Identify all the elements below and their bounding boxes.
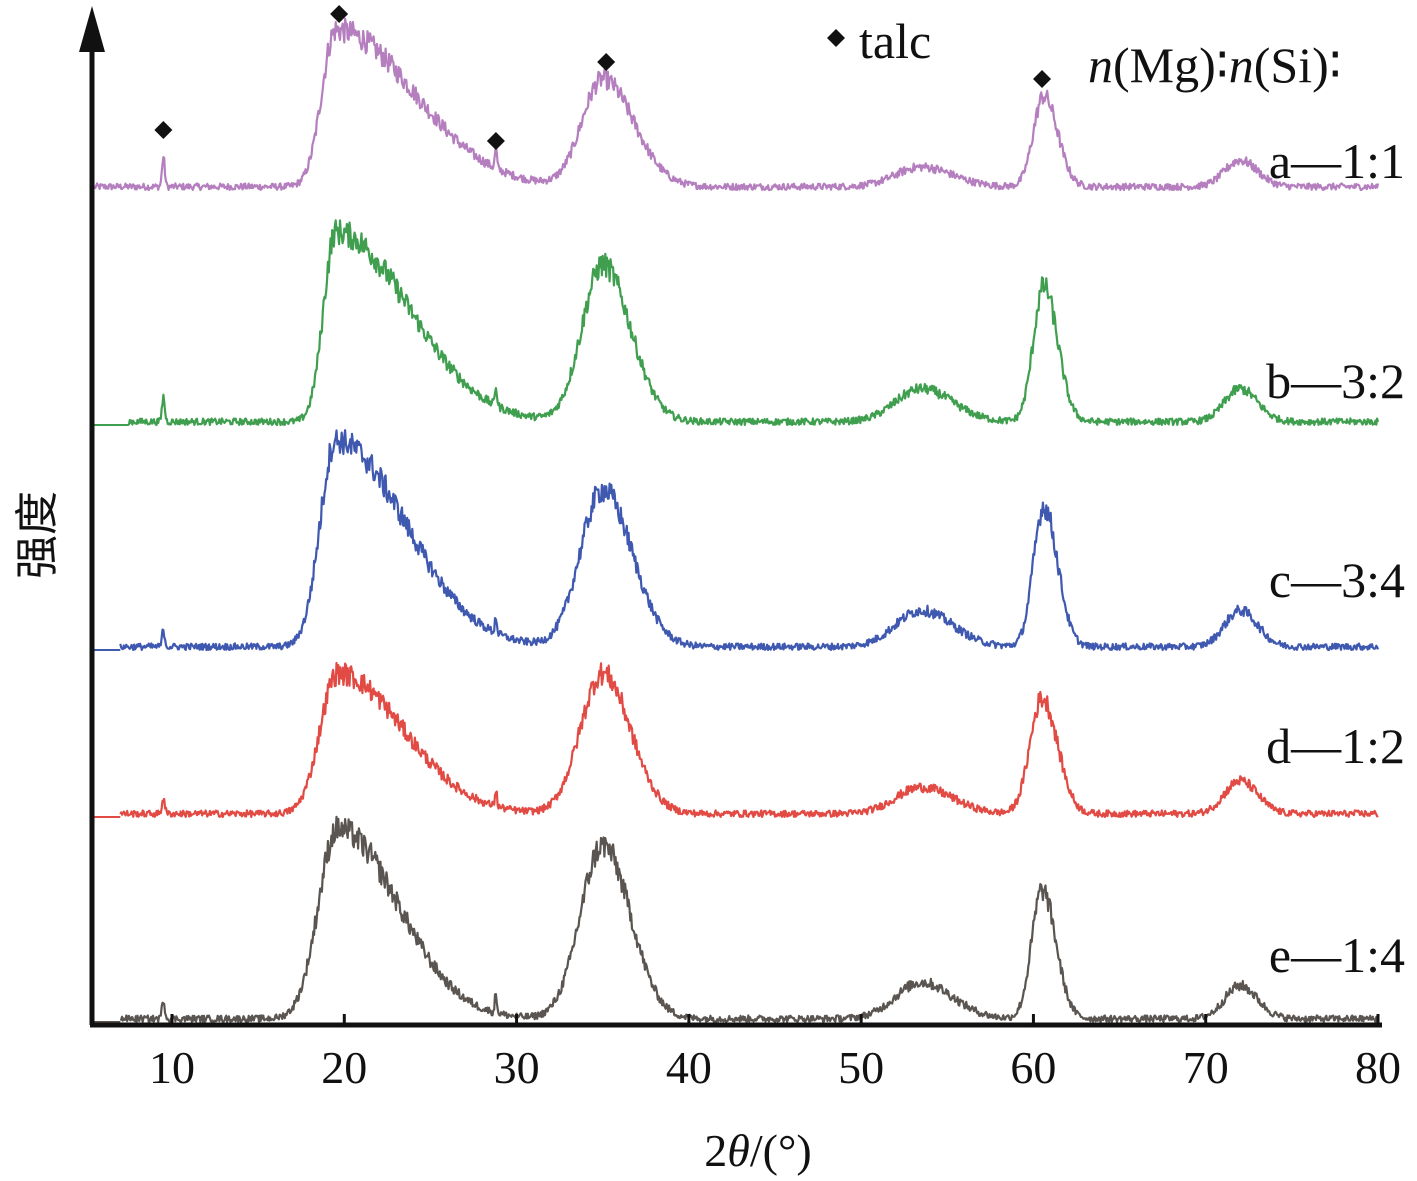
ratio-header: n(Mg)∶n(Si)∶ (1088, 37, 1342, 93)
talc-marker-icon-1 (330, 5, 349, 23)
legend-talc-label: talc (859, 13, 931, 69)
x-tick-label-7: 80 (1355, 1042, 1401, 1093)
talc-markers (154, 5, 1052, 150)
series-line-4 (119, 815, 1379, 1024)
series-labels: a—1:1 b—3:2 c—3:4 d—1:2 e—1:4 (1266, 133, 1405, 983)
series-group (93, 17, 1380, 1024)
talc-marker-icon-3 (597, 53, 616, 71)
x-axis-title: 2θ/(°) (704, 1125, 811, 1176)
series-label-3: d—1:2 (1266, 718, 1405, 774)
series-line-1 (127, 219, 1380, 427)
talc-marker-icon-2 (486, 132, 505, 150)
x-tick-label-0: 10 (149, 1042, 195, 1093)
x-ticks: 10 20 30 40 50 60 70 80 (149, 1014, 1401, 1093)
series-label-4: e—1:4 (1269, 927, 1405, 983)
series-label-1: b—3:2 (1266, 353, 1405, 409)
talc-marker-icon-0 (154, 121, 173, 139)
y-axis-arrow (79, 6, 105, 52)
talc-marker-icon-4 (1033, 70, 1052, 88)
y-axis-title: 强度 (12, 491, 63, 579)
series-label-2: c—3:4 (1269, 552, 1405, 608)
x-tick-label-6: 70 (1183, 1042, 1229, 1093)
x-tick-label-4: 50 (838, 1042, 884, 1093)
x-tick-label-1: 20 (321, 1042, 367, 1093)
series-line-3 (119, 661, 1379, 819)
series-line-0 (93, 17, 1380, 192)
x-tick-label-5: 60 (1010, 1042, 1056, 1093)
talc-legend-marker-icon (827, 29, 845, 47)
legend: talc n(Mg)∶n(Si)∶ (827, 13, 1342, 93)
series-label-0: a—1:1 (1269, 133, 1405, 189)
x-tick-label-2: 30 (494, 1042, 540, 1093)
series-line-2 (119, 429, 1380, 652)
x-tick-label-3: 40 (666, 1042, 712, 1093)
